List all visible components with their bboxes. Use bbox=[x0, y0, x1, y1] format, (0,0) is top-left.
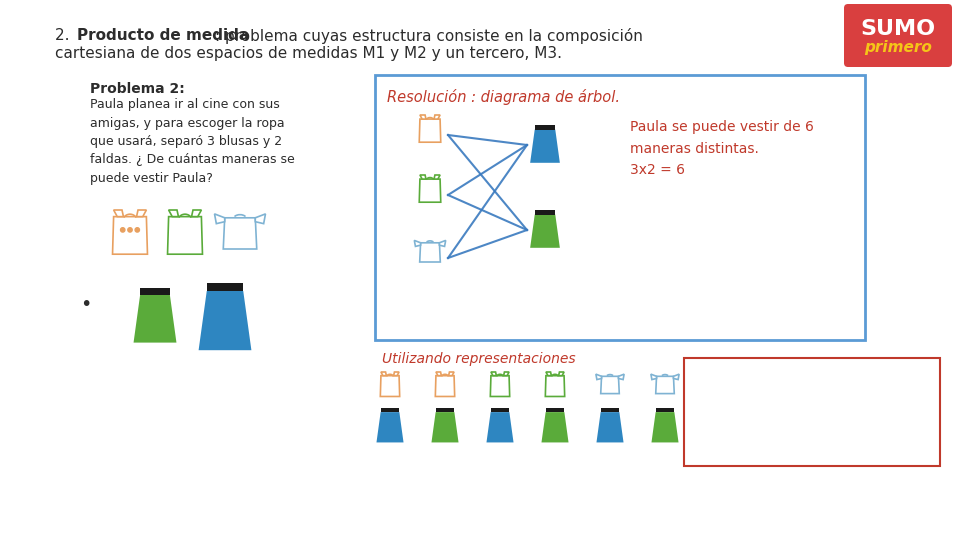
Polygon shape bbox=[112, 217, 148, 254]
Polygon shape bbox=[136, 210, 146, 217]
Polygon shape bbox=[546, 372, 551, 376]
Polygon shape bbox=[601, 376, 619, 394]
Polygon shape bbox=[596, 412, 624, 442]
Text: SUMO: SUMO bbox=[860, 19, 936, 39]
Polygon shape bbox=[596, 374, 602, 380]
Text: Paula se puede vestir de
6 maneras distintas.
3 blusas por 2 faldas es
6  manera: Paula se puede vestir de 6 maneras disti… bbox=[692, 368, 847, 438]
Polygon shape bbox=[133, 294, 177, 342]
FancyBboxPatch shape bbox=[684, 358, 940, 466]
Polygon shape bbox=[436, 372, 442, 376]
Polygon shape bbox=[113, 210, 124, 217]
FancyBboxPatch shape bbox=[491, 408, 510, 412]
Polygon shape bbox=[431, 412, 459, 442]
Text: Paula se puede vestir de 6
maneras distintas.
3x2 = 6: Paula se puede vestir de 6 maneras disti… bbox=[630, 120, 814, 178]
Text: Resolución : diagrama de árbol.: Resolución : diagrama de árbol. bbox=[387, 89, 620, 105]
Polygon shape bbox=[652, 412, 679, 442]
Circle shape bbox=[135, 228, 139, 232]
Polygon shape bbox=[380, 376, 399, 396]
Polygon shape bbox=[224, 218, 256, 249]
Polygon shape bbox=[448, 372, 454, 376]
Polygon shape bbox=[381, 372, 386, 376]
Polygon shape bbox=[434, 115, 440, 119]
Polygon shape bbox=[435, 376, 455, 396]
FancyBboxPatch shape bbox=[140, 288, 170, 294]
Polygon shape bbox=[491, 376, 510, 396]
Polygon shape bbox=[434, 175, 440, 179]
FancyBboxPatch shape bbox=[206, 283, 243, 291]
FancyBboxPatch shape bbox=[844, 4, 952, 67]
Polygon shape bbox=[394, 372, 399, 376]
Text: cartesiana de dos espacios de medidas M1 y M2 y un tercero, M3.: cartesiana de dos espacios de medidas M1… bbox=[55, 46, 562, 61]
Polygon shape bbox=[530, 214, 560, 248]
Polygon shape bbox=[376, 412, 403, 442]
Polygon shape bbox=[559, 372, 564, 376]
Polygon shape bbox=[199, 291, 252, 350]
Polygon shape bbox=[420, 175, 426, 179]
Polygon shape bbox=[420, 243, 441, 262]
Text: primero: primero bbox=[864, 40, 932, 55]
Polygon shape bbox=[168, 217, 203, 254]
Polygon shape bbox=[545, 376, 564, 396]
Polygon shape bbox=[487, 412, 514, 442]
FancyBboxPatch shape bbox=[436, 408, 454, 412]
Text: : problema cuyas estructura consiste en la composición: : problema cuyas estructura consiste en … bbox=[215, 28, 643, 44]
Circle shape bbox=[128, 228, 132, 232]
FancyBboxPatch shape bbox=[375, 75, 865, 340]
Polygon shape bbox=[674, 374, 679, 380]
Polygon shape bbox=[415, 240, 420, 246]
Text: Paula planea ir al cine con sus
amigas, y para escoger la ropa
que usará, separó: Paula planea ir al cine con sus amigas, … bbox=[90, 98, 295, 185]
Text: Producto de medida: Producto de medida bbox=[77, 28, 250, 43]
Text: •: • bbox=[80, 295, 91, 314]
FancyBboxPatch shape bbox=[535, 125, 555, 130]
Polygon shape bbox=[530, 130, 560, 163]
Polygon shape bbox=[491, 372, 496, 376]
FancyBboxPatch shape bbox=[381, 408, 399, 412]
Text: Utilizando representaciones: Utilizando representaciones bbox=[382, 352, 576, 366]
Polygon shape bbox=[504, 372, 509, 376]
Polygon shape bbox=[440, 240, 445, 246]
Polygon shape bbox=[651, 374, 657, 380]
Polygon shape bbox=[420, 119, 441, 142]
Polygon shape bbox=[420, 179, 441, 202]
FancyBboxPatch shape bbox=[545, 408, 564, 412]
Circle shape bbox=[121, 228, 125, 232]
Text: Problema 2:: Problema 2: bbox=[90, 82, 184, 96]
Polygon shape bbox=[618, 374, 624, 380]
Text: 2.: 2. bbox=[55, 28, 80, 43]
Polygon shape bbox=[192, 210, 202, 217]
Polygon shape bbox=[656, 376, 674, 394]
Polygon shape bbox=[420, 115, 426, 119]
Polygon shape bbox=[214, 214, 225, 224]
FancyBboxPatch shape bbox=[601, 408, 619, 412]
FancyBboxPatch shape bbox=[535, 210, 555, 214]
Polygon shape bbox=[255, 214, 266, 224]
Polygon shape bbox=[169, 210, 179, 217]
Polygon shape bbox=[541, 412, 568, 442]
FancyBboxPatch shape bbox=[656, 408, 674, 412]
